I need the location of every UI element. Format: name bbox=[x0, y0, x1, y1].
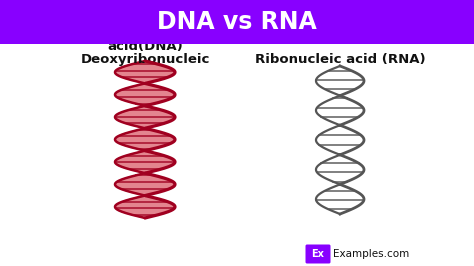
Polygon shape bbox=[115, 84, 175, 106]
Text: Examples.com: Examples.com bbox=[333, 249, 409, 259]
Polygon shape bbox=[115, 173, 175, 196]
FancyBboxPatch shape bbox=[306, 244, 330, 264]
Text: DNA vs RNA: DNA vs RNA bbox=[157, 10, 317, 34]
Polygon shape bbox=[115, 61, 175, 83]
Polygon shape bbox=[115, 151, 175, 173]
Text: Ex: Ex bbox=[311, 249, 324, 259]
Polygon shape bbox=[115, 196, 175, 218]
Text: Deoxyribonucleic: Deoxyribonucleic bbox=[80, 53, 210, 66]
Bar bbox=[0, 0, 474, 44]
Text: Ribonucleic acid (RNA): Ribonucleic acid (RNA) bbox=[255, 53, 425, 66]
Polygon shape bbox=[115, 128, 175, 151]
Polygon shape bbox=[115, 106, 175, 128]
Text: acid(DNA): acid(DNA) bbox=[107, 40, 183, 53]
